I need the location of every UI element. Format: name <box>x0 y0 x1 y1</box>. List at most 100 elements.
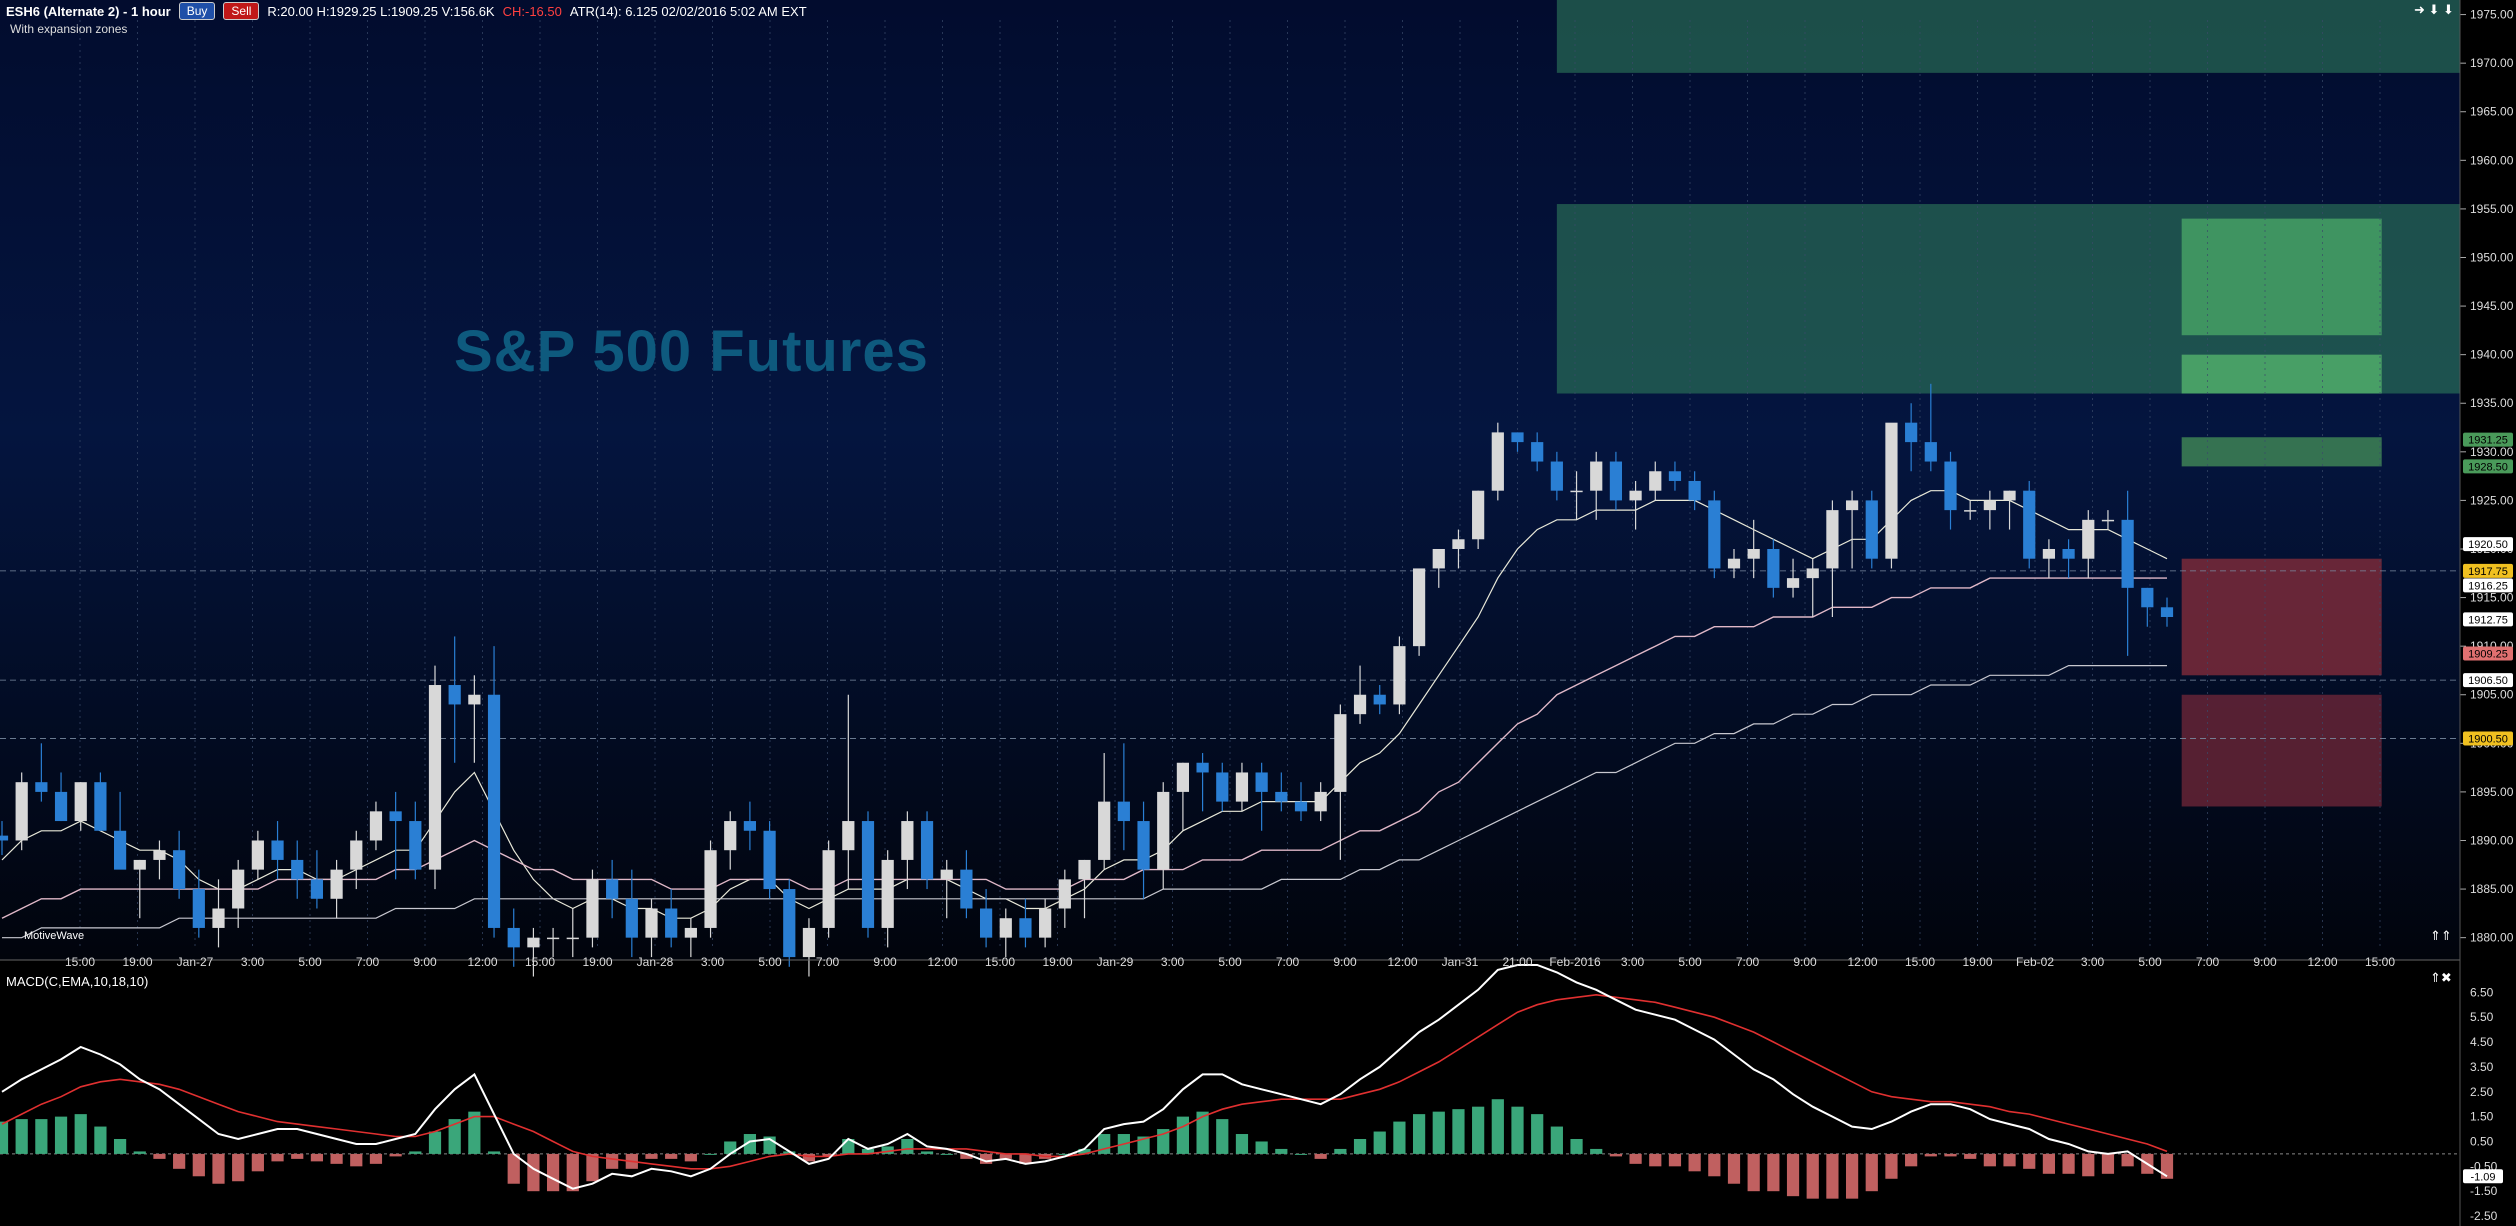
y-tick-label: 1950.00 <box>2470 250 2514 264</box>
price-tag <box>2463 673 2513 688</box>
buy-button[interactable]: Buy <box>178 2 216 20</box>
macd-histogram-bar <box>1885 1153 1898 1179</box>
macd-histogram-bar <box>743 1134 757 1154</box>
y-tick-label: 1895.00 <box>2470 785 2514 799</box>
macd-histogram-bar <box>1452 1109 1465 1154</box>
red-zone-lower <box>2181 694 2382 807</box>
x-tick-label: 5:00 <box>758 955 782 969</box>
macd-histogram-bar <box>1019 1153 1032 1164</box>
candle-body <box>2141 587 2154 608</box>
candle-body <box>192 889 205 928</box>
candle-body <box>940 869 953 880</box>
x-tick-label: 15:00 <box>65 955 95 969</box>
macd-histogram-bar <box>1727 1153 1741 1184</box>
macd-histogram-bar <box>2082 1153 2095 1177</box>
candle-body <box>1511 432 1524 443</box>
candle-body <box>1078 859 1091 880</box>
macd-histogram-bar <box>428 1131 442 1154</box>
macd-histogram-bar <box>1550 1126 1563 1154</box>
macd-histogram-bar <box>586 1153 599 1182</box>
candle-body <box>2160 607 2174 618</box>
candle-body <box>1944 461 1957 511</box>
macd-line <box>1 964 2168 1190</box>
candle-body <box>1235 772 1249 802</box>
macd-histogram-bar <box>369 1153 383 1164</box>
candle-body <box>960 869 973 909</box>
y-tick-label: 1975.00 <box>2470 8 2514 22</box>
panel-arrows-icon[interactable]: ➜ ⬇ ⬇ <box>2414 2 2454 17</box>
macd-histogram-bar <box>940 1153 953 1155</box>
macd-histogram-bar <box>133 1151 146 1154</box>
macd-histogram-bar <box>35 1119 48 1154</box>
change-value: CH:-16.50 <box>502 3 562 19</box>
macd-histogram-bar <box>979 1153 993 1164</box>
macd-histogram-bar <box>330 1153 343 1164</box>
y-tick-label: 1940.00 <box>2470 348 2514 362</box>
macd-histogram-bar <box>1806 1153 1819 1199</box>
macd-histogram-bar <box>1294 1153 1308 1155</box>
candle-body <box>35 782 48 792</box>
y-tick-label: 1930.00 <box>2470 445 2514 459</box>
macd-histogram-bar <box>704 1153 717 1155</box>
candle-body <box>1550 461 1563 491</box>
candle-body <box>1196 762 1209 773</box>
macd-histogram-bar <box>2003 1153 2016 1167</box>
macd-histogram-bar <box>1137 1136 1150 1154</box>
candle-body <box>763 830 776 890</box>
candle-body <box>54 791 68 822</box>
candle-body <box>527 937 540 948</box>
candle-body <box>2082 519 2095 559</box>
x-tick-label: Feb-02 <box>2016 955 2054 969</box>
macd-histogram-bar <box>1334 1148 1347 1154</box>
x-tick-label: 19:00 <box>122 955 152 969</box>
macd-histogram-bar <box>1393 1121 1406 1154</box>
candle-body <box>153 850 166 860</box>
candle-body <box>1334 714 1347 792</box>
candle-body <box>428 685 442 870</box>
macd-histogram-bar <box>1688 1153 1701 1172</box>
candle-body <box>1157 791 1170 870</box>
candle-body <box>1255 772 1268 792</box>
candle-body <box>1964 510 1977 512</box>
macd-y-tick-label: -1.50 <box>2470 1184 2498 1198</box>
candle-body <box>330 869 343 899</box>
macd-y-tick-label: 6.50 <box>2470 985 2494 999</box>
candle-body <box>2062 548 2075 559</box>
macd-histogram-bar <box>783 1151 796 1154</box>
macd-histogram-bar <box>0 1121 9 1154</box>
atr-date: ATR(14): 6.125 02/02/2016 5:02 AM EXT <box>569 3 807 19</box>
expand-arrows-icon[interactable]: ⇑⇑ <box>2430 928 2452 943</box>
close-panel-icon[interactable]: ⇑✖ <box>2430 970 2452 985</box>
candle-body <box>1412 568 1426 647</box>
macd-signal-line <box>1 993 2168 1170</box>
macd-histogram-bar <box>527 1153 540 1192</box>
macd-histogram-bar <box>684 1153 697 1162</box>
x-tick-label: 15:00 <box>1905 955 1935 969</box>
macd-histogram-bar <box>2042 1153 2056 1174</box>
candle-body <box>2101 519 2115 522</box>
macd-histogram-bar <box>1570 1138 1583 1154</box>
macd-y-tick-label: -2.50 <box>2470 1209 2498 1223</box>
symbol-title[interactable]: ESH6 (Alternate 2) - 1 hour <box>6 3 171 19</box>
sell-button[interactable]: Sell <box>223 2 260 20</box>
x-tick-label: 5:00 <box>1678 955 1702 969</box>
x-tick-label: 7:00 <box>1736 955 1760 969</box>
candle-body <box>1216 772 1229 802</box>
macd-histogram-bar <box>1216 1119 1229 1154</box>
x-tick-label: 12:00 <box>2307 955 2337 969</box>
candle-body <box>1649 471 1662 491</box>
candle-body <box>1176 762 1190 792</box>
candle-body <box>1983 500 1996 511</box>
macd-histogram-bar <box>1373 1131 1386 1154</box>
x-tick-label: 7:00 <box>1276 955 1300 969</box>
x-tick-label: 3:00 <box>241 955 265 969</box>
x-tick-label: 5:00 <box>1218 955 1242 969</box>
candle-body <box>1905 422 1918 443</box>
candle-body <box>1137 821 1150 870</box>
candle-body <box>1747 548 1760 559</box>
x-tick-label: 3:00 <box>1161 955 1185 969</box>
ohlc-stats: R:20.00 H:1929.25 L:1909.25 V:156.6K <box>267 3 495 19</box>
x-tick-label: 9:00 <box>873 955 897 969</box>
candle-body <box>133 859 146 870</box>
candle-body <box>566 937 579 940</box>
